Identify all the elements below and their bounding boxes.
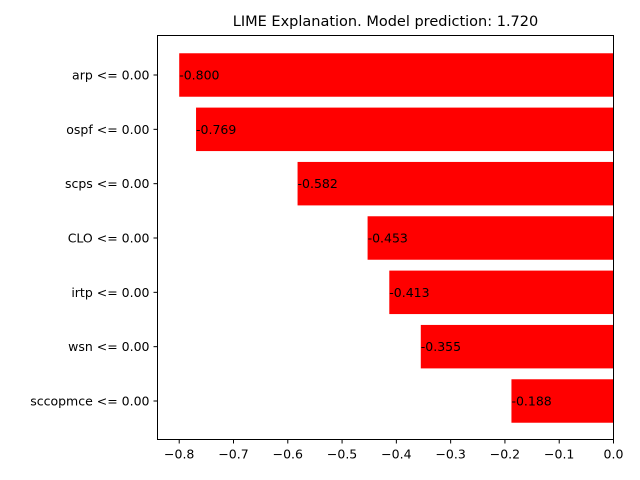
y-tick-label: arp <= 0.00 <box>72 68 150 83</box>
x-tick-label: −0.3 <box>435 447 465 462</box>
y-tick-label: CLO <= 0.00 <box>68 231 150 246</box>
x-ticks-group: −0.8 −0.7 −0.6 −0.5 −0.4 −0.3 −0.2 −0.1 0.0 <box>164 439 624 462</box>
data-label: -0.453 <box>368 231 408 246</box>
x-tick-label: −0.4 <box>381 447 411 462</box>
x-tick-label: −0.1 <box>544 447 574 462</box>
plot-frame <box>157 35 614 440</box>
data-label: -0.355 <box>421 339 461 354</box>
x-tick-label: −0.6 <box>273 447 303 462</box>
bar <box>420 324 614 369</box>
x-tick-label: −0.7 <box>218 447 248 462</box>
y-tick-label: scps <= 0.00 <box>65 176 150 191</box>
data-label: -0.800 <box>179 68 219 83</box>
bar <box>367 216 614 260</box>
x-tick-label: 0.0 <box>604 447 624 462</box>
y-tick-label: ospf <= 0.00 <box>66 122 149 137</box>
x-tick-label: −0.2 <box>490 447 520 462</box>
data-labels-group: -0.800 -0.769 -0.582 -0.453 -0.413 -0.355 -0.1… <box>179 68 552 409</box>
bar <box>511 379 614 423</box>
y-tick-label: sccopmce <= 0.00 <box>30 394 149 409</box>
bars-group <box>179 53 614 423</box>
bar <box>389 270 614 315</box>
chart-title: LIME Explanation. Model prediction: 1.72… <box>233 14 538 30</box>
bar <box>179 53 614 97</box>
y-tick-label: irtp <= 0.00 <box>71 285 149 300</box>
data-label: -0.769 <box>196 122 236 137</box>
y-tick-label: wsn <= 0.00 <box>68 339 149 354</box>
y-tick-labels-group: arp <= 0.00 ospf <= 0.00 scps <= 0.00 CLO <… <box>30 68 158 409</box>
bar <box>196 107 614 152</box>
data-label: -0.413 <box>389 285 429 300</box>
bar <box>297 161 614 206</box>
x-tick-label: −0.8 <box>164 447 194 462</box>
x-tick-label: −0.5 <box>327 447 357 462</box>
data-label: -0.188 <box>511 394 551 409</box>
data-label: -0.582 <box>298 176 338 191</box>
